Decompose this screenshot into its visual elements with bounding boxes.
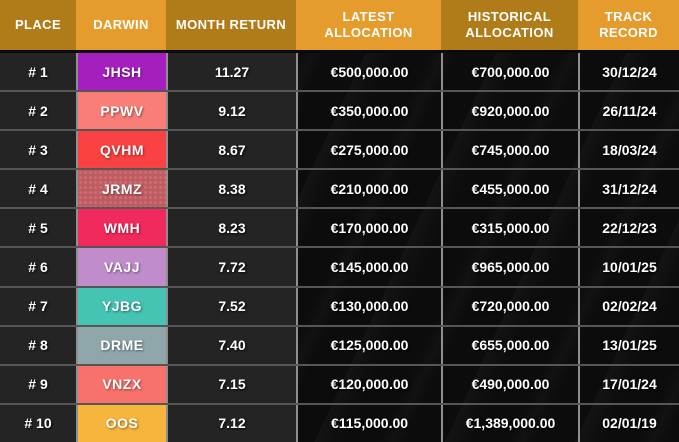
latest-allocation-cell: €115,000.00 (296, 404, 441, 442)
historical-allocation-cell: €965,000.00 (441, 248, 578, 286)
month-return-cell: 8.38 (166, 170, 296, 208)
table-row: # 8 DRME 7.40 €125,000.00 €655,000.00 13… (0, 324, 679, 364)
table-body: # 1 JHSH 11.27 €500,000.00 €700,000.00 3… (0, 53, 679, 442)
month-return-cell: 7.52 (166, 287, 296, 325)
header-cell-darwin: DARWIN (76, 0, 166, 50)
place-cell: # 10 (0, 404, 76, 442)
historical-allocation-cell: €455,000.00 (441, 170, 578, 208)
month-return-cell: 7.12 (166, 404, 296, 442)
darwin-badge: PPWV (78, 92, 166, 130)
track-record-cell: 18/03/24 (578, 131, 679, 169)
place-cell: # 4 (0, 170, 76, 208)
table-row: # 1 JHSH 11.27 €500,000.00 €700,000.00 3… (0, 53, 679, 91)
darwin-cell: JHSH (76, 53, 166, 91)
month-return-cell: 8.67 (166, 131, 296, 169)
latest-allocation-cell: €210,000.00 (296, 170, 441, 208)
darwin-badge: YJBG (78, 287, 166, 325)
table-row: # 2 PPWV 9.12 €350,000.00 €920,000.00 26… (0, 90, 679, 130)
darwin-cell: PPWV (76, 92, 166, 130)
place-cell: # 5 (0, 209, 76, 247)
track-record-cell: 30/12/24 (578, 53, 679, 91)
table-row: # 3 QVHM 8.67 €275,000.00 €745,000.00 18… (0, 129, 679, 169)
header-cell-historical-allocation: HISTORICAL ALLOCATION (441, 0, 578, 50)
place-cell: # 3 (0, 131, 76, 169)
latest-allocation-cell: €170,000.00 (296, 209, 441, 247)
darwin-cell: VNZX (76, 365, 166, 403)
historical-allocation-cell: €700,000.00 (441, 53, 578, 91)
darwin-cell: VAJJ (76, 248, 166, 286)
track-record-cell: 31/12/24 (578, 170, 679, 208)
month-return-cell: 7.72 (166, 248, 296, 286)
place-cell: # 7 (0, 287, 76, 325)
track-record-cell: 10/01/25 (578, 248, 679, 286)
table-row: # 5 WMH 8.23 €170,000.00 €315,000.00 22/… (0, 207, 679, 247)
latest-allocation-cell: €125,000.00 (296, 326, 441, 364)
track-record-cell: 26/11/24 (578, 92, 679, 130)
place-cell: # 6 (0, 248, 76, 286)
latest-allocation-cell: €350,000.00 (296, 92, 441, 130)
header-cell-track-record: TRACK RECORD (578, 0, 679, 50)
darwin-badge: WMH (78, 209, 166, 247)
historical-allocation-cell: €655,000.00 (441, 326, 578, 364)
darwin-badge: VNZX (78, 365, 166, 403)
latest-allocation-cell: €120,000.00 (296, 365, 441, 403)
darwin-badge: DRME (78, 326, 166, 364)
header-cell-place: PLACE (0, 0, 76, 50)
darwin-cell: DRME (76, 326, 166, 364)
latest-allocation-cell: €145,000.00 (296, 248, 441, 286)
darwin-cell: YJBG (76, 287, 166, 325)
month-return-cell: 8.23 (166, 209, 296, 247)
darwin-badge: VAJJ (78, 248, 166, 286)
darwin-badge: JRMZ (78, 170, 166, 208)
darwin-cell: QVHM (76, 131, 166, 169)
historical-allocation-cell: €745,000.00 (441, 131, 578, 169)
darwin-badge: JHSH (78, 53, 166, 91)
darwin-cell: OOS (76, 404, 166, 442)
historical-allocation-cell: €315,000.00 (441, 209, 578, 247)
month-return-cell: 9.12 (166, 92, 296, 130)
latest-allocation-cell: €130,000.00 (296, 287, 441, 325)
darwin-cell: JRMZ (76, 170, 166, 208)
header-row: PLACE DARWIN MONTH RETURN LATEST ALLOCATION… (0, 0, 679, 53)
month-return-cell: 11.27 (166, 53, 296, 91)
historical-allocation-cell: €490,000.00 (441, 365, 578, 403)
table-row: # 10 OOS 7.12 €115,000.00 €1,389,000.00 … (0, 402, 679, 442)
darwin-badge: OOS (78, 404, 166, 442)
table-row: # 7 YJBG 7.52 €130,000.00 €720,000.00 02… (0, 285, 679, 325)
table-row: # 9 VNZX 7.15 €120,000.00 €490,000.00 17… (0, 363, 679, 403)
table-row: # 6 VAJJ 7.72 €145,000.00 €965,000.00 10… (0, 246, 679, 286)
header-cell-latest-allocation: LATEST ALLOCATION (296, 0, 441, 50)
historical-allocation-cell: €920,000.00 (441, 92, 578, 130)
darwin-badge: QVHM (78, 131, 166, 169)
latest-allocation-cell: €275,000.00 (296, 131, 441, 169)
historical-allocation-cell: €1,389,000.00 (441, 404, 578, 442)
place-cell: # 8 (0, 326, 76, 364)
place-cell: # 2 (0, 92, 76, 130)
track-record-cell: 17/01/24 (578, 365, 679, 403)
track-record-cell: 02/01/19 (578, 404, 679, 442)
month-return-cell: 7.40 (166, 326, 296, 364)
table-row: # 4 JRMZ 8.38 €210,000.00 €455,000.00 31… (0, 168, 679, 208)
track-record-cell: 13/01/25 (578, 326, 679, 364)
track-record-cell: 02/02/24 (578, 287, 679, 325)
month-return-cell: 7.15 (166, 365, 296, 403)
historical-allocation-cell: €720,000.00 (441, 287, 578, 325)
place-cell: # 9 (0, 365, 76, 403)
darwin-cell: WMH (76, 209, 166, 247)
place-cell: # 1 (0, 53, 76, 91)
track-record-cell: 22/12/23 (578, 209, 679, 247)
latest-allocation-cell: €500,000.00 (296, 53, 441, 91)
header-cell-month-return: MONTH RETURN (166, 0, 296, 50)
